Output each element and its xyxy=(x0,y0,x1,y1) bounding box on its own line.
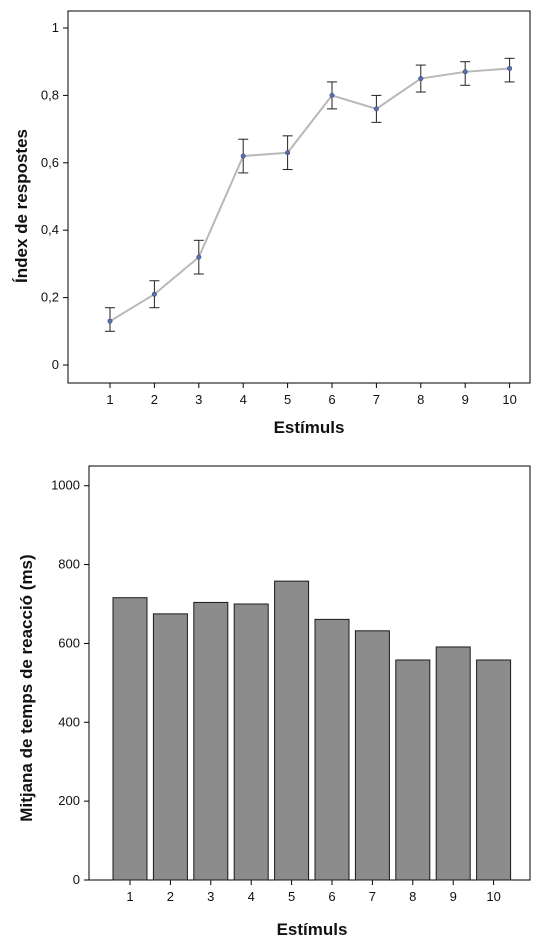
bar-chart-y-tick-label: 0 xyxy=(73,872,80,887)
line-chart-x-tick-label: 3 xyxy=(195,392,202,407)
line-chart-point xyxy=(507,65,513,71)
line-chart-x-axis-title: Estímuls xyxy=(274,418,345,437)
bar-chart-x-tick-label: 3 xyxy=(207,889,214,904)
line-chart-point xyxy=(285,150,291,156)
bar-chart-bar xyxy=(354,630,390,881)
line-chart-x-tick-label: 2 xyxy=(151,392,158,407)
bar-chart-x-tick-label: 4 xyxy=(248,889,255,904)
bar-chart-x-tick-label: 5 xyxy=(288,889,295,904)
line-chart: 0 0,2 0,4 0,6 0,8 1 1 2 3 4 5 6 7 8 9 10 Estímuls Índe… xyxy=(12,10,531,437)
bar-chart-y-tick-label: 400 xyxy=(58,714,80,729)
line-chart-point xyxy=(329,92,335,98)
bar-chart-y-axis: 0 200 400 600 800 1000 xyxy=(51,478,89,887)
line-chart-x-axis: 1 2 3 4 5 6 7 8 9 10 xyxy=(106,383,517,407)
line-chart-x-tick-label: 9 xyxy=(462,392,469,407)
line-chart-x-tick-label: 4 xyxy=(240,392,247,407)
line-chart-x-tick-label: 10 xyxy=(502,392,516,407)
bar-chart-bar xyxy=(193,601,229,881)
line-chart-marks xyxy=(105,57,515,332)
bar-chart-bar xyxy=(112,597,148,881)
bar-chart-x-tick-label: 6 xyxy=(328,889,335,904)
bar-chart-x-axis-title: Estímuls xyxy=(277,920,348,939)
line-chart-y-tick-label: 0,2 xyxy=(41,290,59,305)
line-chart-x-tick-label: 1 xyxy=(106,392,113,407)
bar-chart-y-tick-label: 1000 xyxy=(51,478,80,493)
bar-chart-y-axis-title: Mitjana de temps de reacció (ms) xyxy=(17,554,36,821)
bar-chart-y-tick-label: 800 xyxy=(58,557,80,572)
line-chart-x-tick-label: 7 xyxy=(373,392,380,407)
line-chart-y-axis: 0 0,2 0,4 0,6 0,8 1 xyxy=(41,20,68,372)
bar-chart-x-axis: 1 2 3 4 5 6 7 8 9 10 xyxy=(126,880,501,904)
line-chart-y-tick-label: 0,6 xyxy=(41,155,59,170)
bar-chart-marks xyxy=(112,580,512,881)
bar-chart-x-tick-label: 7 xyxy=(369,889,376,904)
line-chart-y-tick-label: 0 xyxy=(52,357,59,372)
bar-chart-y-tick-label: 200 xyxy=(58,793,80,808)
bar-chart-x-tick-label: 10 xyxy=(486,889,500,904)
line-chart-point xyxy=(373,106,379,112)
line-chart-x-tick-label: 5 xyxy=(284,392,291,407)
line-chart-point xyxy=(151,291,157,297)
bar-chart-bar xyxy=(314,618,350,881)
bar-chart-y-tick-label: 600 xyxy=(58,635,80,650)
line-chart-y-tick-label: 0,8 xyxy=(41,87,59,102)
line-chart-point xyxy=(107,318,113,324)
line-chart-y-tick-label: 0,4 xyxy=(41,222,59,237)
line-chart-point xyxy=(418,76,424,82)
bar-chart-bar xyxy=(274,580,310,881)
bar-chart-x-tick-label: 2 xyxy=(167,889,174,904)
line-chart-x-tick-label: 8 xyxy=(417,392,424,407)
bar-chart-bar xyxy=(395,659,431,881)
bar-chart-bar xyxy=(233,603,269,881)
line-chart-y-axis-title: Índex de respostes xyxy=(12,129,31,283)
bar-chart-bar xyxy=(476,659,512,881)
bar-chart-bar xyxy=(435,646,471,881)
bar-chart-x-tick-label: 8 xyxy=(409,889,416,904)
bar-chart-bar xyxy=(152,613,188,881)
line-chart-plot-area xyxy=(67,10,531,384)
line-chart-point xyxy=(196,254,202,260)
line-chart-series-line xyxy=(109,67,510,323)
bar-chart: 0 200 400 600 800 1000 1 2 3 4 5 6 7 8 9 10 Estímuls M… xyxy=(17,465,531,939)
line-chart-point xyxy=(240,153,246,159)
line-chart-point xyxy=(462,69,468,75)
line-chart-x-tick-label: 6 xyxy=(328,392,335,407)
line-chart-y-tick-label: 1 xyxy=(52,20,59,35)
bar-chart-x-tick-label: 9 xyxy=(450,889,457,904)
bar-chart-x-tick-label: 1 xyxy=(126,889,133,904)
